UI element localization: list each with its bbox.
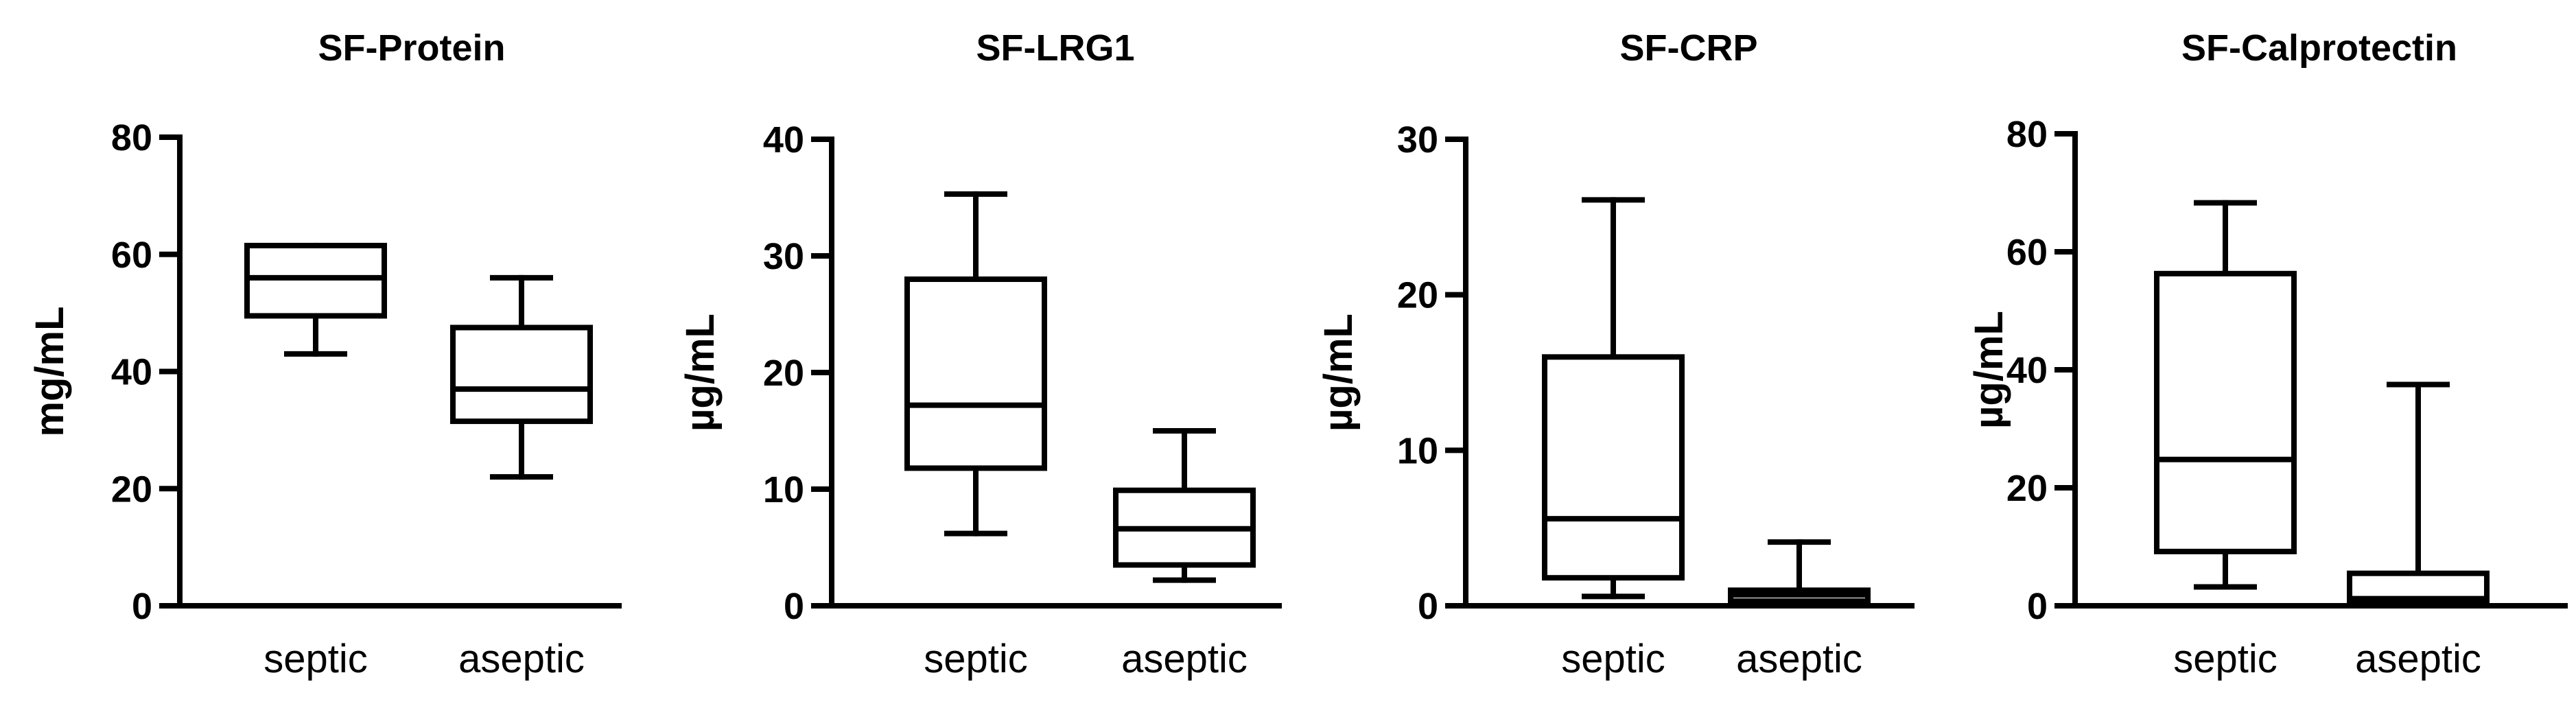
chart-title: SF-LRG1: [976, 27, 1134, 69]
box-septic: [2154, 200, 2297, 590]
y-tick-label: 0: [132, 586, 152, 627]
x-category-label: aseptic: [1121, 637, 1248, 681]
interquartile-box: [2154, 270, 2297, 554]
y-tick-label: 20: [763, 353, 804, 394]
y-tick-label: 10: [1397, 430, 1438, 471]
box-septic: [1542, 197, 1685, 600]
y-tick-label: 0: [1418, 586, 1438, 627]
chart-panel: SF-LRG1 µg/mL 0 10 20 30 40 septic aseptic: [678, 27, 1282, 681]
x-category-label: septic: [924, 637, 1028, 681]
y-axis-label: µg/mL: [1316, 314, 1361, 432]
y-axis-label: mg/mL: [27, 306, 72, 436]
y-tick-label: 40: [763, 119, 804, 161]
chart-title: SF-Protein: [318, 27, 505, 69]
y-tick-label: 30: [1397, 119, 1438, 161]
interquartile-box: [244, 242, 387, 319]
y-tick-label: 30: [763, 236, 804, 277]
box-aseptic: [1113, 428, 1256, 583]
x-category-label: septic: [2173, 637, 2278, 681]
chart-title: SF-Calprotectin: [2181, 27, 2457, 69]
y-tick-label: 80: [2006, 114, 2048, 155]
box-aseptic: [2347, 381, 2490, 608]
chart-title: SF-CRP: [1620, 27, 1758, 69]
y-axis-label: µg/mL: [1967, 311, 2011, 429]
box-septic: [904, 191, 1047, 536]
y-tick-label: 60: [2006, 232, 2048, 273]
y-axis-label: µg/mL: [678, 314, 723, 432]
box-septic: [244, 242, 387, 357]
chart-panel: SF-Calprotectin µg/mL 0 20 40 60 80 septic asept…: [1967, 27, 2568, 681]
y-tick-label: 20: [2006, 468, 2048, 509]
chart-panel: SF-Protein mg/mL 0 20 40 60 80 septic aseptic: [27, 27, 622, 681]
y-tick-label: 40: [111, 352, 152, 393]
interquartile-box: [904, 276, 1047, 471]
x-category-label: aseptic: [458, 637, 585, 681]
y-tick-label: 0: [784, 586, 804, 627]
chart-panel: SF-CRP µg/mL 0 10 20 30 septic aseptic: [1316, 27, 1915, 681]
y-tick-label: 0: [2027, 586, 2048, 627]
y-tick-label: 40: [2006, 350, 2048, 391]
x-category-label: septic: [264, 637, 368, 681]
box-aseptic: [450, 274, 593, 480]
box-aseptic: [1728, 539, 1871, 607]
y-tick-label: 20: [1397, 275, 1438, 316]
y-tick-label: 60: [111, 235, 152, 276]
x-category-label: aseptic: [2355, 637, 2481, 681]
x-category-label: septic: [1561, 637, 1665, 681]
y-tick-label: 10: [763, 469, 804, 510]
y-tick-label: 80: [111, 117, 152, 158]
x-category-label: aseptic: [1736, 637, 1862, 681]
y-tick-label: 20: [111, 469, 152, 510]
interquartile-box: [450, 324, 593, 425]
interquartile-box: [1542, 354, 1685, 581]
